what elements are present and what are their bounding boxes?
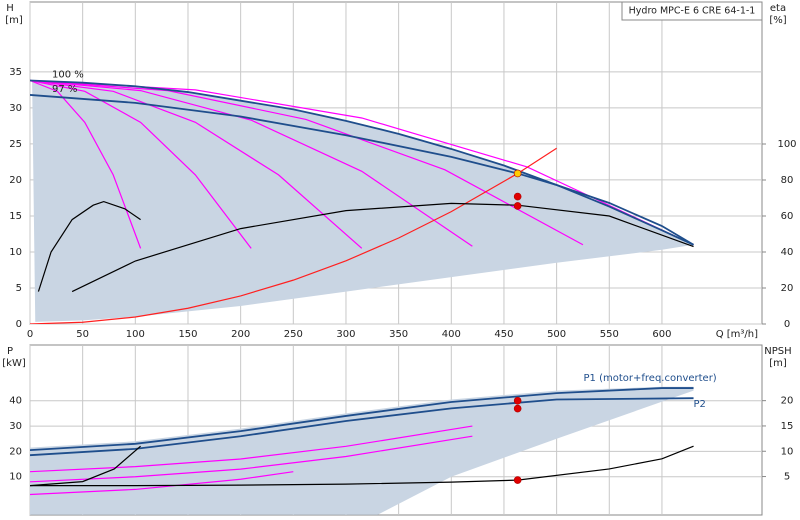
- y-tick-label: 30: [9, 421, 22, 432]
- y-axis-unit: [m]: [5, 15, 23, 26]
- y2-tick-label: 15: [781, 421, 794, 432]
- operating-area: [30, 386, 694, 515]
- y2-axis-unit: [m]: [769, 358, 787, 369]
- duty-point: [513, 192, 522, 201]
- x-tick-label: 150: [178, 329, 197, 340]
- duty-point: [513, 202, 522, 210]
- y2-tick-label: 60: [781, 211, 794, 222]
- y-axis-label: P: [7, 346, 13, 357]
- y2-tick-label: 5: [784, 472, 790, 483]
- series-label: 100 %: [52, 70, 84, 81]
- x-tick-label: 250: [284, 329, 303, 340]
- series-label: 97 %: [52, 84, 77, 95]
- y-axis-label: H: [6, 3, 14, 14]
- series-layer: [30, 386, 694, 515]
- y-tick-label: 35: [9, 67, 22, 78]
- y2-tick-label: 80: [781, 175, 794, 186]
- y-tick-label: 25: [9, 139, 22, 150]
- curve: [30, 79, 584, 246]
- curve: [30, 79, 694, 246]
- x-tick-label: 0: [27, 329, 33, 340]
- y-tick-label: 30: [9, 103, 22, 114]
- curve: [30, 445, 694, 487]
- y-tick-label: 20: [9, 446, 22, 457]
- y-tick-label: 40: [9, 396, 22, 407]
- chart-title: Hydro MPC-E 6 CRE 64-1-1: [629, 6, 756, 17]
- series-label: P2: [694, 399, 706, 410]
- operating-area: [32, 80, 694, 322]
- y-tick-label: 10: [9, 247, 22, 258]
- curve: [30, 445, 141, 487]
- x-tick-label: 200: [231, 329, 250, 340]
- curve: [30, 425, 473, 473]
- y2-tick-label: 0: [784, 319, 790, 330]
- series-label: P1 (motor+freq.converter): [584, 373, 717, 384]
- y2-tick-label: 20: [781, 283, 794, 294]
- y-tick-label: 15: [9, 211, 22, 222]
- curve: [30, 147, 557, 324]
- x-tick-label: 300: [336, 329, 355, 340]
- curve: [30, 79, 142, 249]
- curve: [30, 435, 473, 483]
- x-tick-label: 350: [389, 329, 408, 340]
- curve: [30, 79, 252, 249]
- x-tick-label: 450: [494, 329, 513, 340]
- x-tick-label: 600: [652, 329, 671, 340]
- y2-axis-label: eta: [770, 3, 786, 14]
- y2-tick-label: 10: [781, 446, 794, 457]
- duty-point: [513, 476, 522, 484]
- y-tick-label: 10: [9, 472, 22, 483]
- title-box: [621, 1, 763, 21]
- x-axis-label: Q [m³/h]: [716, 329, 758, 340]
- y-tick-label: 5: [16, 283, 22, 294]
- y2-tick-label: 20: [781, 396, 794, 407]
- x-tick-label: 50: [76, 329, 89, 340]
- series-layer: [30, 79, 694, 324]
- y2-axis-label: NPSH: [764, 346, 791, 357]
- y2-tick-label: 100: [777, 139, 796, 150]
- x-tick-label: 100: [126, 329, 145, 340]
- curve: [30, 94, 694, 246]
- x-tick-label: 550: [600, 329, 619, 340]
- duty-point: [513, 169, 522, 178]
- x-tick-label: 400: [442, 329, 461, 340]
- curve: [71, 202, 694, 293]
- y2-axis-unit: [%]: [769, 15, 786, 26]
- duty-point: [513, 404, 522, 413]
- duty-point: [513, 396, 522, 405]
- curve: [30, 79, 363, 249]
- y2-tick-label: 40: [781, 247, 794, 258]
- curve: [30, 397, 694, 457]
- y-tick-label: 20: [9, 175, 22, 186]
- x-tick-label: 500: [547, 329, 566, 340]
- curve: [37, 200, 141, 292]
- y-axis-unit: [kW]: [2, 358, 26, 369]
- curve: [30, 471, 294, 496]
- y-tick-label: 0: [16, 319, 22, 330]
- curve: [30, 79, 473, 247]
- curve: [30, 387, 694, 452]
